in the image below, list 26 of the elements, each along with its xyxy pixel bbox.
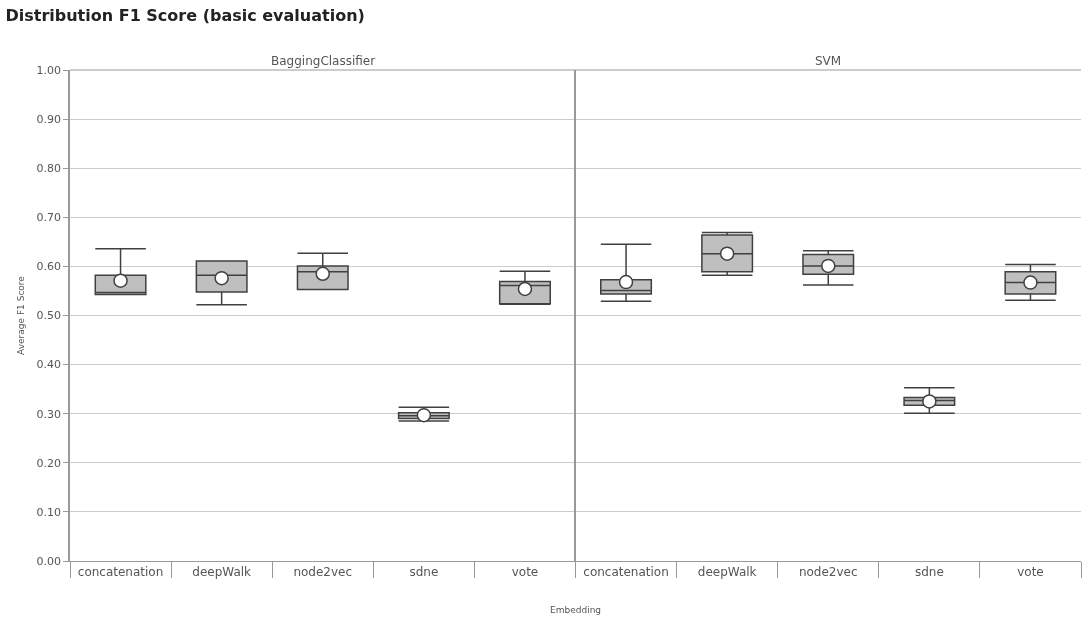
x-tick-label: deepWalk [192,565,252,580]
x-axis-title: Embedding [550,605,602,615]
x-tick-label: sdne [914,565,944,580]
y-tick-label: 0.90 [36,112,62,126]
y-tick-label: 0.60 [36,260,62,274]
chart-title: Distribution F1 Score (basic evaluation) [5,5,365,25]
y-tick-label: 0.30 [36,407,62,421]
chart-subtitle: SVM [815,54,842,68]
y-tick-label: 0.80 [36,162,62,176]
y-tick-label: 0.50 [36,309,62,323]
y-tick-label: 0.70 [36,211,62,225]
y-tick-label: 0.40 [36,358,62,372]
x-tick-label: concatenation [583,565,669,580]
x-tick-label: sdne [409,565,439,580]
x-tick-label: deepWalk [697,565,757,580]
x-tick-label: vote [1017,565,1044,580]
x-tick-label: node2vec [798,565,858,580]
x-tick-label: node2vec [293,565,353,580]
y-tick-label: 0.20 [36,456,62,470]
y-tick-label: 1.00 [36,63,62,77]
y-axis-title: Average F1 Score [16,275,27,355]
y-tick-label: 0.10 [36,505,62,519]
x-tick-label: vote [511,565,539,580]
x-tick-label: concatenation [77,565,164,580]
y-tick-label: 0.00 [36,554,62,568]
chart-subtitle: BaggingClassifier [271,54,376,68]
